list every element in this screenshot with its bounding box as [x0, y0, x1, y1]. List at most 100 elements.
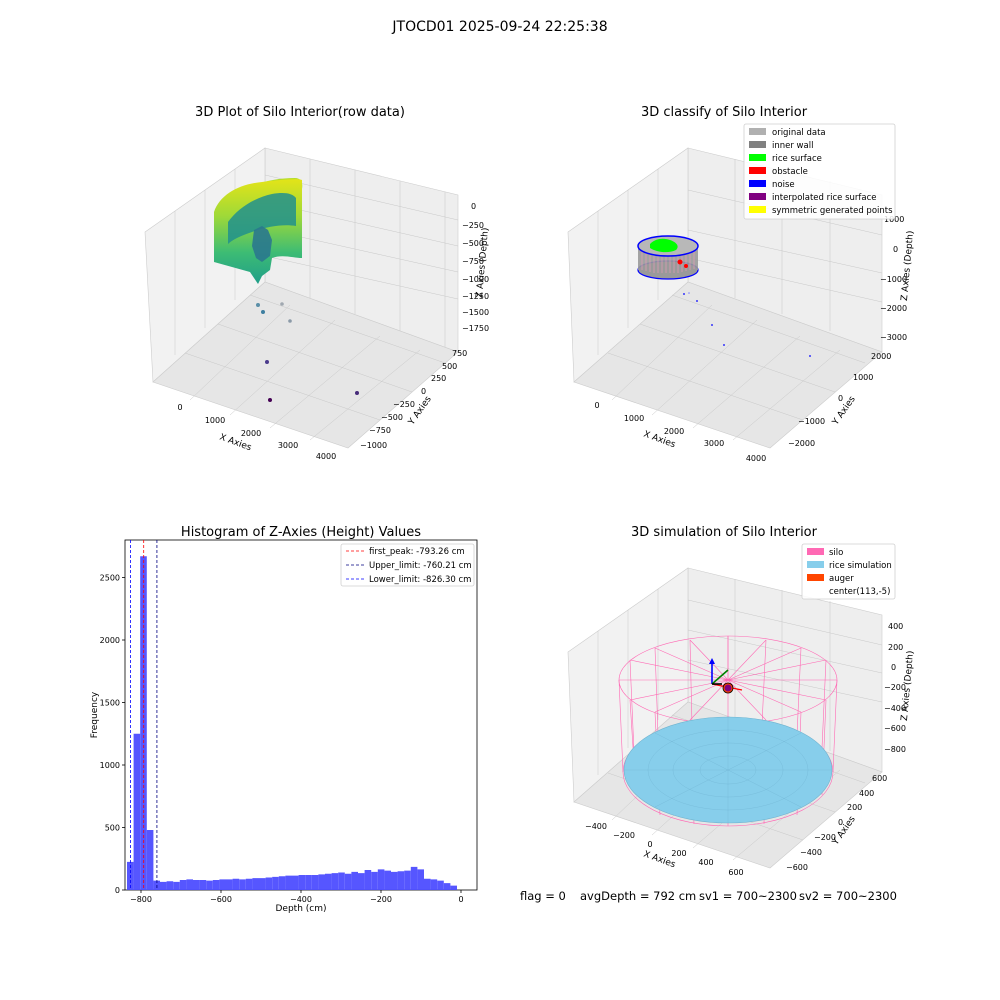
- classify-pane-floor: [573, 281, 883, 449]
- hist-y-tick-label: 2000: [100, 636, 120, 645]
- sim-legend-box: [801, 543, 896, 600]
- raw-point: [355, 391, 359, 395]
- sim-legend-label: center(113,-5): [829, 587, 890, 597]
- raw-x-tick: 1000: [205, 416, 225, 425]
- raw-z-tick: −1500: [462, 308, 489, 317]
- raw-obstacle-strip: [252, 226, 272, 262]
- classify-x-ticks: 0 1000 2000 3000 4000: [594, 401, 766, 463]
- hist-bar: [391, 871, 398, 890]
- sim-x-tick: 600: [728, 868, 743, 877]
- sim-y-tick: 200: [847, 803, 862, 812]
- hist-bar: [140, 556, 147, 890]
- hist-bar: [424, 878, 431, 890]
- raw-y-tick: −750: [369, 426, 391, 435]
- sim-auger-center: [724, 684, 732, 692]
- raw-z-tick: −500: [462, 239, 484, 248]
- classify-legend-label: rice surface: [772, 154, 822, 164]
- sim-z-tick: 0: [891, 663, 896, 672]
- raw-point: [280, 302, 284, 306]
- raw-x-tick: 2000: [241, 429, 261, 438]
- hist-bar: [173, 881, 180, 890]
- hist-legend: first_peak: -793.26 cm Upper_limit: -760…: [340, 543, 475, 587]
- hist-y-tick-label: 0: [115, 886, 120, 895]
- raw-y-tick: −250: [393, 400, 415, 409]
- hist-bar: [186, 879, 193, 890]
- classify-z-tick: −1000: [880, 275, 907, 284]
- hist-bar: [298, 875, 306, 890]
- sim-legend-label: auger: [829, 574, 854, 584]
- hist-bar: [305, 875, 312, 890]
- hist-bar: [252, 878, 259, 890]
- raw-y-tick: −500: [381, 413, 403, 422]
- hist-bar: [331, 873, 339, 890]
- hist-vlines: [130, 540, 158, 890]
- raw-y-tick: −1000: [360, 441, 387, 450]
- raw-x-ticks: 0 1000 2000 3000 4000: [177, 403, 336, 461]
- panel-raw-data: 3D Plot of Silo Interior(row data) 0 100…: [144, 105, 491, 461]
- hist-bar: [212, 880, 220, 890]
- classify-noise-point: [688, 292, 690, 294]
- classify-legend-swatch: [749, 206, 766, 213]
- hist-bar: [311, 875, 319, 890]
- raw-z-tick: −1250: [462, 292, 489, 301]
- hist-bar: [219, 879, 226, 890]
- classify-y-tick: −2000: [788, 439, 815, 448]
- classify-noise-point: [683, 293, 685, 295]
- hist-bar: [226, 879, 233, 890]
- hist-bar: [384, 870, 391, 890]
- hist-legend-box: [340, 543, 475, 587]
- classify-legend-swatch: [749, 167, 766, 174]
- sim-z-label: Z Axies (Depth): [900, 650, 916, 721]
- status-flag: flag = 0: [520, 889, 566, 903]
- classify-obstacle: [684, 264, 688, 268]
- sim-x-tick: 200: [671, 849, 686, 858]
- classify-obstacle: [677, 259, 683, 265]
- sim-y-tick: 400: [859, 789, 874, 798]
- classify-legend-label: inner wall: [772, 141, 813, 151]
- sim-x-tick: 0: [647, 840, 652, 849]
- sim-legend-swatch: [807, 548, 824, 555]
- hist-x-tick-label: −400: [290, 895, 312, 904]
- figure-suptitle: JTOCD01 2025-09-24 22:25:38: [391, 19, 607, 35]
- raw-point: [256, 303, 260, 307]
- hist-y-tick-label: 2500: [100, 574, 120, 583]
- sim-title: 3D simulation of Silo Interior: [631, 525, 818, 540]
- hist-y-tick-label: 1500: [100, 699, 120, 708]
- classify-noise-point: [723, 344, 725, 346]
- classify-legend: original data inner wall rice surface ob…: [743, 123, 896, 220]
- classify-y-tick: −1000: [798, 417, 825, 426]
- classify-z-tick: −3000: [880, 333, 907, 342]
- classify-wall-hatch: [641, 246, 695, 273]
- hist-x-tick-label: −600: [210, 895, 232, 904]
- sim-auger: [709, 658, 743, 694]
- sim-z-tick: −400: [884, 704, 906, 713]
- sim-z-tick: 400: [888, 622, 903, 631]
- sim-x-tick: 400: [698, 858, 713, 867]
- classify-y-tick: 2000: [871, 352, 891, 361]
- classify-legend-swatch: [749, 141, 766, 148]
- sim-legend-swatch: [807, 574, 824, 581]
- status-sv1: sv1 = 700~2300: [699, 889, 797, 903]
- hist-bar: [166, 881, 174, 890]
- sim-y-tick: −600: [786, 863, 808, 872]
- hist-legend-label: Lower_limit: -826.30 cm: [369, 575, 471, 585]
- hist-bar: [377, 869, 385, 890]
- hist-bar: [193, 880, 200, 890]
- hist-bar: [259, 878, 266, 890]
- hist-bar: [265, 877, 273, 890]
- hist-bar: [292, 875, 299, 890]
- hist-bar: [450, 885, 457, 890]
- classify-z-tick: −2000: [880, 304, 907, 313]
- hist-plot-area: [124, 539, 478, 891]
- raw-y-ticks: 750 500 250 0 −250 −500 −750 −1000: [360, 349, 467, 450]
- panel-classify-title: 3D classify of Silo Interior: [641, 105, 808, 120]
- sim-z-tick: −200: [884, 683, 906, 692]
- raw-point-cloud: [214, 178, 359, 402]
- classify-x-tick: 2000: [664, 427, 684, 436]
- classify-noise-point: [809, 355, 811, 357]
- raw-z-tick: −1000: [462, 275, 489, 284]
- sim-x-tick: −200: [613, 831, 635, 840]
- hist-bar: [404, 870, 411, 890]
- sim-auger-z-head: [709, 658, 715, 664]
